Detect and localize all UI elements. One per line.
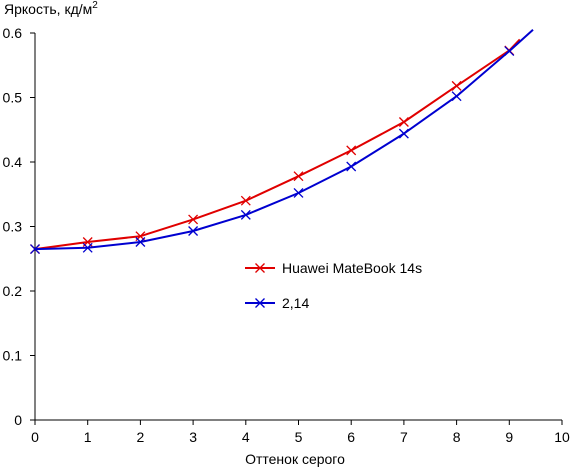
legend: Huawei MateBook 14s 2,14 xyxy=(245,260,422,311)
series-0-point-3 xyxy=(188,214,199,225)
series-1-point-3 xyxy=(188,226,199,236)
series-1-point-5-stroke-b xyxy=(293,188,304,198)
y-axis-title-superscript: 2 xyxy=(92,0,98,11)
y-axis-title: Яркость, кд/м2 xyxy=(4,0,98,17)
x-tick-label: 0 xyxy=(31,429,39,445)
x-tick-label: 3 xyxy=(189,429,197,445)
series-1-point-7 xyxy=(398,128,409,139)
y-tick-label: 0 xyxy=(14,412,22,428)
legend-label-1: 2,14 xyxy=(282,295,309,311)
series-0-point-5-stroke-b xyxy=(293,171,304,182)
axes: 0 1 2 3 4 5 6 7 8 9 10 0 0.1 0.2 0.3 0.4 0.5 0.6 xyxy=(3,25,570,445)
legend-marker-1 xyxy=(255,298,265,308)
x-tick-label: 6 xyxy=(347,429,355,445)
series-1-point-9-stroke-b xyxy=(504,46,515,57)
x-tick-label: 2 xyxy=(137,429,145,445)
legend-marker-1-stroke-b xyxy=(255,298,265,308)
y-axis-title-text: Яркость, кд/м xyxy=(4,1,92,17)
legend-label-0: Huawei MateBook 14s xyxy=(282,260,422,276)
series-line-0 xyxy=(34,38,521,251)
series-1-point-5 xyxy=(293,188,304,198)
series-0-point-4-stroke-b xyxy=(240,195,251,206)
series-1-point-8 xyxy=(451,91,462,102)
series-1-point-6 xyxy=(346,161,357,172)
series-1-point-0 xyxy=(30,244,40,255)
series-1-point-7-stroke-b xyxy=(398,128,409,139)
series-1-point-4 xyxy=(240,209,251,220)
series-1-point-8-stroke-b xyxy=(451,91,462,102)
y-tick-label: 0.6 xyxy=(3,25,23,41)
series-0-point-6 xyxy=(346,145,357,156)
series-0-point-8 xyxy=(451,80,462,91)
series-0-point-7-stroke-b xyxy=(398,117,409,127)
legend-marker-0 xyxy=(255,263,265,273)
y-tick-label: 0.4 xyxy=(3,154,23,170)
y-tick-label: 0.5 xyxy=(3,90,23,106)
series-0-point-3-stroke-b xyxy=(188,214,199,225)
series-0-point-7 xyxy=(398,117,409,127)
y-tick-label: 0.1 xyxy=(3,348,23,364)
series-1-point-2-stroke-b xyxy=(135,237,146,247)
series-1-point-3-stroke-b xyxy=(188,226,199,236)
x-tick-label: 1 xyxy=(84,429,92,445)
x-tick-label: 8 xyxy=(453,429,461,445)
series-1-point-2 xyxy=(135,237,146,247)
legend-marker-0-stroke-b xyxy=(255,263,265,273)
series-line-1 xyxy=(34,29,534,251)
series-0-point-5 xyxy=(293,171,304,182)
x-tick-label: 9 xyxy=(505,429,513,445)
series-0-point-6-stroke-b xyxy=(346,145,357,156)
series-0-point-8-stroke-b xyxy=(451,80,462,91)
series-1-point-1-stroke-b xyxy=(82,242,93,253)
y-tick-label: 0.2 xyxy=(3,283,23,299)
x-tick-label: 4 xyxy=(242,429,250,445)
x-tick-label: 5 xyxy=(295,429,303,445)
series-layer xyxy=(30,29,534,255)
series-1-point-4-stroke-b xyxy=(240,209,251,220)
y-tick-label: 0.3 xyxy=(3,219,23,235)
series-0-point-4 xyxy=(240,195,251,206)
series-1-point-1 xyxy=(82,242,93,253)
x-tick-label: 7 xyxy=(400,429,408,445)
series-1-point-0-stroke-b xyxy=(30,244,40,255)
series-1-point-6-stroke-b xyxy=(346,161,357,172)
x-tick-label: 10 xyxy=(554,429,570,445)
series-1-point-9 xyxy=(504,46,515,57)
x-axis-title: Оттенок серого xyxy=(245,451,345,467)
